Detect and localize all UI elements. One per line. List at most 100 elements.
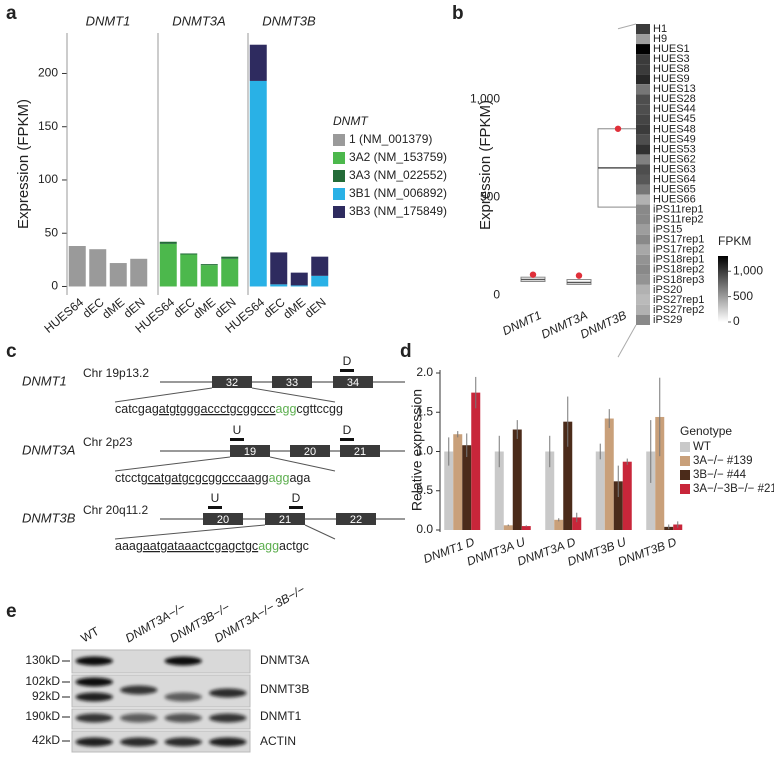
gene-name: DNMT1 (22, 373, 67, 388)
gene-name: DNMT3B (22, 510, 76, 525)
y-axis-label: Expression (FPKM) (15, 99, 32, 229)
exon-label: 19 (244, 446, 256, 458)
heatmap-row-label: HUES9 (653, 73, 690, 85)
heatmap-cell (636, 94, 650, 105)
heatmap-row-label: HUES62 (653, 153, 696, 165)
y-tick-label: 0.0 (416, 522, 433, 536)
highlight-point (575, 272, 583, 279)
bar (646, 451, 656, 530)
y-tick-label: 0.5 (416, 483, 433, 497)
band (120, 685, 158, 695)
zoom-line (251, 387, 336, 403)
heatmap-row-label: HUES65 (653, 183, 696, 195)
exon (203, 513, 243, 525)
y-tick-label: 0 (493, 287, 500, 301)
band (75, 737, 113, 747)
size-marker: 130kD (25, 653, 60, 667)
bar-segment (159, 241, 177, 244)
heatmap-cell (636, 164, 650, 175)
primer (208, 506, 222, 509)
primer (340, 369, 354, 372)
heatmap-row-label: HUES53 (653, 143, 696, 155)
legend-label: 1 (NM_001379) (349, 132, 432, 146)
panel-label: d (400, 341, 412, 362)
locus: Chr 19p13.2 (83, 366, 149, 380)
exon (336, 513, 376, 525)
lane-label: WT (78, 624, 102, 646)
bar-segment (221, 258, 239, 287)
y-tick-label: 150 (38, 119, 58, 133)
legend-label: 3A3 (NM_022552) (349, 168, 447, 182)
exon-label: 20 (217, 514, 229, 526)
bar (494, 451, 504, 530)
heatmap-row-label: HUES13 (653, 83, 696, 95)
bar-segment (270, 252, 288, 285)
y-tick-label: 2.0 (416, 365, 433, 379)
sequence: catcgagatgtgggaccctgcggcccaggcgttccgg (115, 402, 343, 416)
bar-segment (221, 256, 239, 259)
legend-swatch (680, 484, 690, 494)
primer-label: D (292, 491, 301, 505)
locus: Chr 20q11.2 (83, 503, 148, 517)
heatmap-row-label: iPS11rep1 (653, 204, 704, 216)
size-marker: 92kD (32, 689, 60, 703)
panel-label: c (6, 341, 17, 362)
x-tick-label: DNMT3B D (616, 535, 679, 569)
size-marker: 42kD (32, 733, 60, 747)
heatmap-cell (636, 274, 650, 285)
heatmap-cell (636, 144, 650, 155)
bar (572, 517, 582, 530)
heatmap-cell (636, 84, 650, 95)
bar (503, 525, 513, 530)
heatmap-cell (636, 194, 650, 205)
bar-segment (159, 243, 177, 287)
sequence-part: cgttccgg (296, 402, 343, 416)
bar (613, 481, 623, 530)
bar-segment (311, 256, 329, 276)
heatmap-cell (636, 204, 650, 215)
band (75, 713, 113, 723)
y-tick-label: 0 (51, 279, 58, 293)
heatmap-row-label: HUES28 (653, 93, 696, 105)
band (209, 713, 247, 723)
band (120, 713, 158, 723)
x-tick-label: HUES64 (41, 295, 86, 336)
bar-segment (200, 265, 218, 287)
bar (655, 416, 665, 530)
heatmap-row-label: iPS18rep1 (653, 254, 704, 266)
heatmap-cell (636, 214, 650, 225)
sequence: aaagaatgataaactcgagctgcaggactgc (115, 539, 309, 553)
y-tick-label: 100 (38, 172, 58, 186)
heatmap-row-label: HUES8 (653, 63, 690, 75)
colorbar-label: FPKM (718, 234, 751, 248)
bar (462, 445, 472, 530)
blot-strip (71, 708, 251, 730)
legend-label: 3A−/− #139 (693, 455, 752, 467)
band (120, 737, 158, 747)
exon (272, 376, 312, 388)
heatmap-row-label: HUES3 (653, 53, 690, 65)
zoom-line (269, 456, 336, 472)
heatmap-cell (636, 104, 650, 115)
sequence-part: actgc (279, 539, 309, 553)
legend-label: 3A2 (NM_153759) (349, 150, 447, 164)
protein-label: DNMT1 (260, 709, 302, 723)
heatmap-row-label: HUES48 (653, 123, 696, 135)
exon-label: 33 (286, 377, 298, 389)
bar-segment (109, 263, 127, 287)
exon-label: 20 (304, 446, 316, 458)
bar-segment (180, 254, 198, 287)
facet-title: DNMT1 (86, 13, 131, 28)
bar (554, 519, 564, 530)
colorbar-tick-label: 1,000 (733, 263, 763, 277)
bar-segment (290, 272, 308, 286)
primer (289, 506, 303, 509)
x-tick-label: dEN (302, 295, 329, 321)
sequence-part: gatgtgggaccctgcggccc (152, 402, 276, 416)
bar (595, 451, 605, 530)
bar (512, 429, 522, 530)
sequence-part: aatgataaactcgagctgc (143, 539, 258, 553)
heatmap-row-label: iPS17rep2 (653, 244, 704, 256)
legend-swatch (333, 188, 345, 200)
sequence-part: agg (276, 402, 297, 416)
